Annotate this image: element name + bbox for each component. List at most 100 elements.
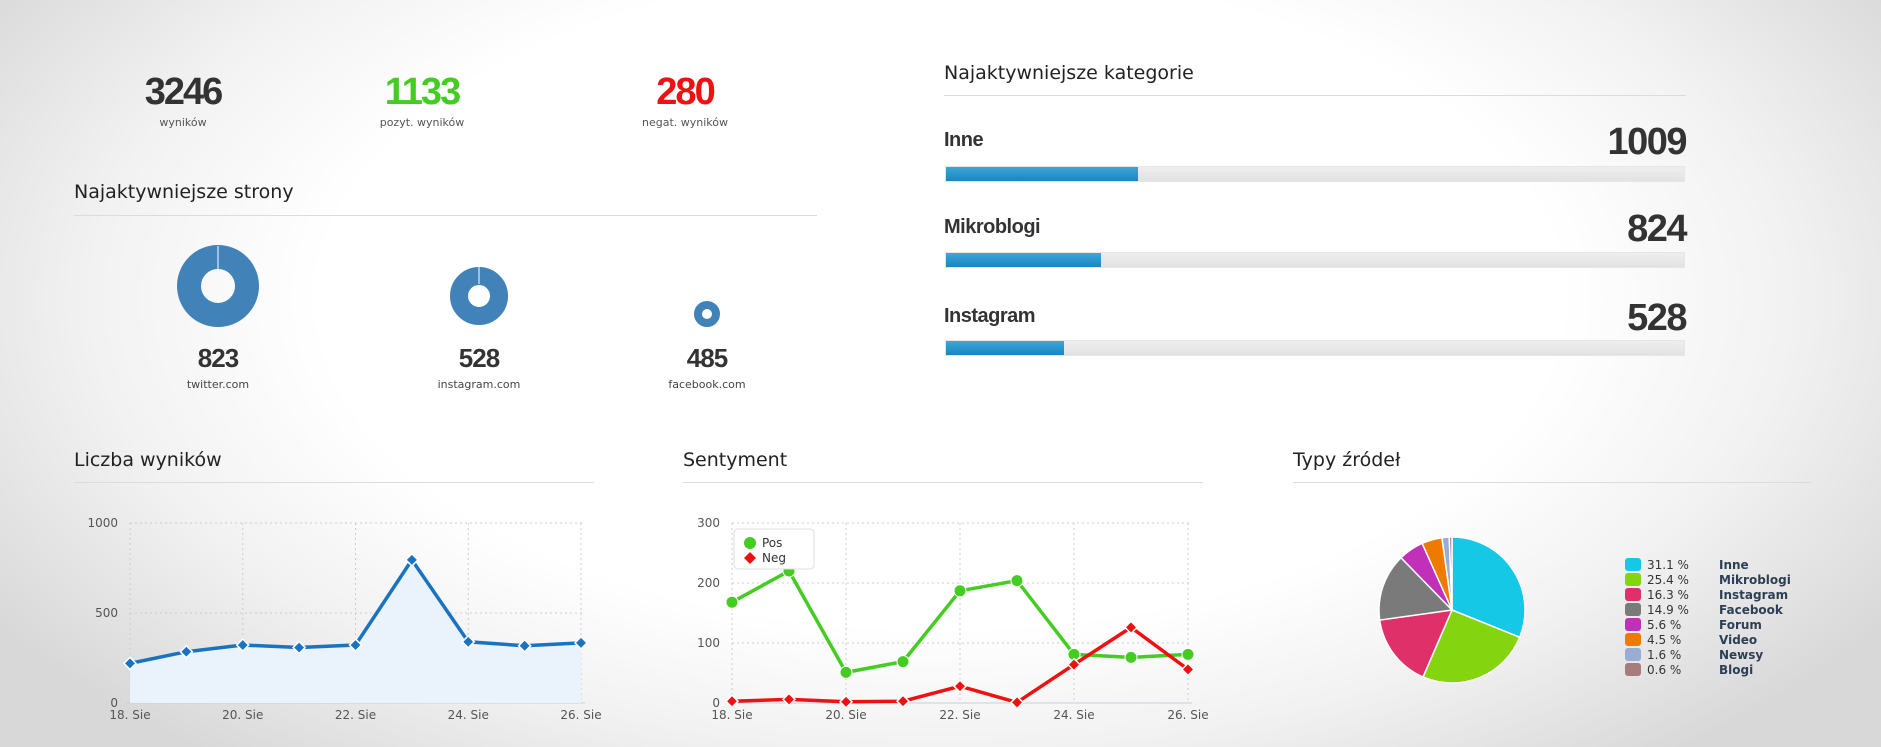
pie-slice-instagram bbox=[1378, 609, 1454, 678]
data-point bbox=[1009, 695, 1025, 710]
legend-percent: 0.6 % bbox=[1647, 662, 1682, 677]
category-value: 824 bbox=[1627, 208, 1687, 250]
divider bbox=[683, 482, 1203, 483]
site-donut-facebook bbox=[694, 301, 720, 327]
data-point bbox=[348, 637, 363, 653]
legend-marker bbox=[744, 552, 756, 564]
divider bbox=[74, 215, 817, 216]
data-point bbox=[953, 584, 967, 598]
y-tick-label: 0 bbox=[110, 696, 118, 710]
legend-name: Video bbox=[1719, 632, 1758, 647]
sentiment-line-chart: 0 100 200 300 18. Sie 20. Sie 22. Sie 24. Sie 26… bbox=[697, 516, 1209, 722]
legend-name: Newsy bbox=[1719, 647, 1764, 662]
data-point bbox=[781, 692, 797, 707]
x-tick-label: 24. Sie bbox=[448, 708, 489, 722]
stat-label: negat. wyników bbox=[641, 116, 728, 129]
site-domain: instagram.com bbox=[437, 378, 521, 391]
sites-title: Najaktywniejsze strony bbox=[74, 181, 294, 203]
legend-swatch bbox=[1625, 648, 1641, 661]
category-value: 1009 bbox=[1607, 121, 1687, 163]
category-bar bbox=[945, 166, 1685, 182]
legend-swatch bbox=[1625, 618, 1641, 631]
legend-label: Pos bbox=[762, 536, 782, 550]
legend-item: 1.6 % Newsy bbox=[1625, 647, 1791, 662]
legend-name: Facebook bbox=[1719, 602, 1783, 617]
data-point bbox=[896, 655, 910, 669]
divider bbox=[1293, 482, 1812, 483]
legend-swatch bbox=[1625, 603, 1641, 616]
stat-positive: 1133 pozyt. wyników bbox=[322, 72, 522, 129]
category-value: 528 bbox=[1627, 297, 1687, 339]
data-point bbox=[1123, 620, 1139, 635]
y-tick-label: 100 bbox=[697, 636, 720, 650]
site-domain: facebook.com bbox=[668, 378, 746, 391]
data-point bbox=[1124, 650, 1138, 664]
stat-results: 3246 wyników bbox=[83, 72, 283, 129]
legend-item: 25.4 % Mikroblogi bbox=[1625, 572, 1791, 587]
data-point bbox=[839, 665, 853, 679]
pie-slice-blogi bbox=[1448, 536, 1453, 611]
legend-label: Neg bbox=[762, 551, 786, 565]
legend-name: Inne bbox=[1719, 557, 1749, 572]
stat-label: wyników bbox=[159, 116, 207, 129]
data-point bbox=[1010, 574, 1024, 588]
stat-value: 3246 bbox=[144, 71, 224, 113]
y-tick-label: 1000 bbox=[87, 516, 118, 530]
legend-percent: 31.1 % bbox=[1647, 557, 1689, 572]
data-point bbox=[292, 640, 307, 655]
legend-marker bbox=[744, 537, 756, 549]
x-tick-label: 24. Sie bbox=[1053, 708, 1094, 722]
site-count: 485 bbox=[686, 343, 728, 373]
category-bar-fill bbox=[946, 253, 1101, 267]
category-label: Instagram bbox=[944, 305, 1036, 327]
site-donut-instagram bbox=[450, 267, 508, 325]
area-fill bbox=[130, 559, 581, 703]
y-tick-label: 200 bbox=[697, 576, 720, 590]
results-chart-title: Liczba wyników bbox=[74, 449, 222, 471]
x-tick-label: 18. Sie bbox=[711, 708, 752, 722]
data-point bbox=[517, 638, 532, 653]
pie-slice-inne bbox=[1451, 536, 1526, 639]
site-count: 823 bbox=[197, 343, 239, 373]
legend-swatch bbox=[1625, 573, 1641, 586]
category-bar-fill bbox=[946, 341, 1065, 355]
x-tick-label: 20. Sie bbox=[825, 708, 866, 722]
source-types-title: Typy źródeł bbox=[1293, 449, 1401, 471]
category-bar bbox=[945, 252, 1685, 268]
legend-name: Forum bbox=[1719, 617, 1762, 632]
category-label: Inne bbox=[944, 129, 984, 151]
x-tick-label: 26. Sie bbox=[1167, 708, 1208, 722]
divider bbox=[944, 95, 1686, 96]
y-tick-label: 0 bbox=[712, 696, 720, 710]
source-types-pie bbox=[1378, 536, 1526, 684]
legend-name: Instagram bbox=[1719, 587, 1789, 602]
pie-slice-mikroblogi bbox=[1422, 609, 1521, 684]
legend-swatch bbox=[1625, 588, 1641, 601]
results-line-chart: 0 500 1000 18. Sie 20. Sie 22. Sie 24. Sie 26. … bbox=[87, 516, 601, 722]
pie-slice-facebook bbox=[1378, 556, 1454, 621]
legend-item: 16.3 % Instagram bbox=[1625, 587, 1791, 602]
legend-percent: 25.4 % bbox=[1647, 572, 1689, 587]
data-point bbox=[461, 634, 476, 649]
categories-title: Najaktywniejsze kategorie bbox=[944, 62, 1194, 84]
x-tick-label: 22. Sie bbox=[939, 708, 980, 722]
data-point bbox=[573, 635, 589, 650]
y-tick-label: 500 bbox=[95, 606, 118, 620]
legend-item: 4.5 % Video bbox=[1625, 632, 1791, 647]
x-tick-label: 22. Sie bbox=[335, 708, 376, 722]
sentiment-chart-title: Sentyment bbox=[683, 449, 788, 471]
data-point bbox=[838, 694, 854, 709]
data-point bbox=[122, 656, 138, 671]
legend-item: 0.6 % Blogi bbox=[1625, 662, 1791, 677]
category-bar-fill bbox=[946, 167, 1138, 181]
legend-item: 5.6 % Forum bbox=[1625, 617, 1791, 632]
legend-name: Blogi bbox=[1719, 662, 1754, 677]
x-tick-label: 20. Sie bbox=[222, 708, 263, 722]
divider bbox=[74, 482, 594, 483]
data-point bbox=[1180, 662, 1196, 677]
site-item: 823 twitter.com bbox=[138, 343, 298, 391]
category-bar bbox=[945, 340, 1685, 356]
stat-label: pozyt. wyników bbox=[379, 116, 465, 129]
site-domain: twitter.com bbox=[186, 378, 250, 391]
legend-percent: 4.5 % bbox=[1647, 632, 1682, 647]
